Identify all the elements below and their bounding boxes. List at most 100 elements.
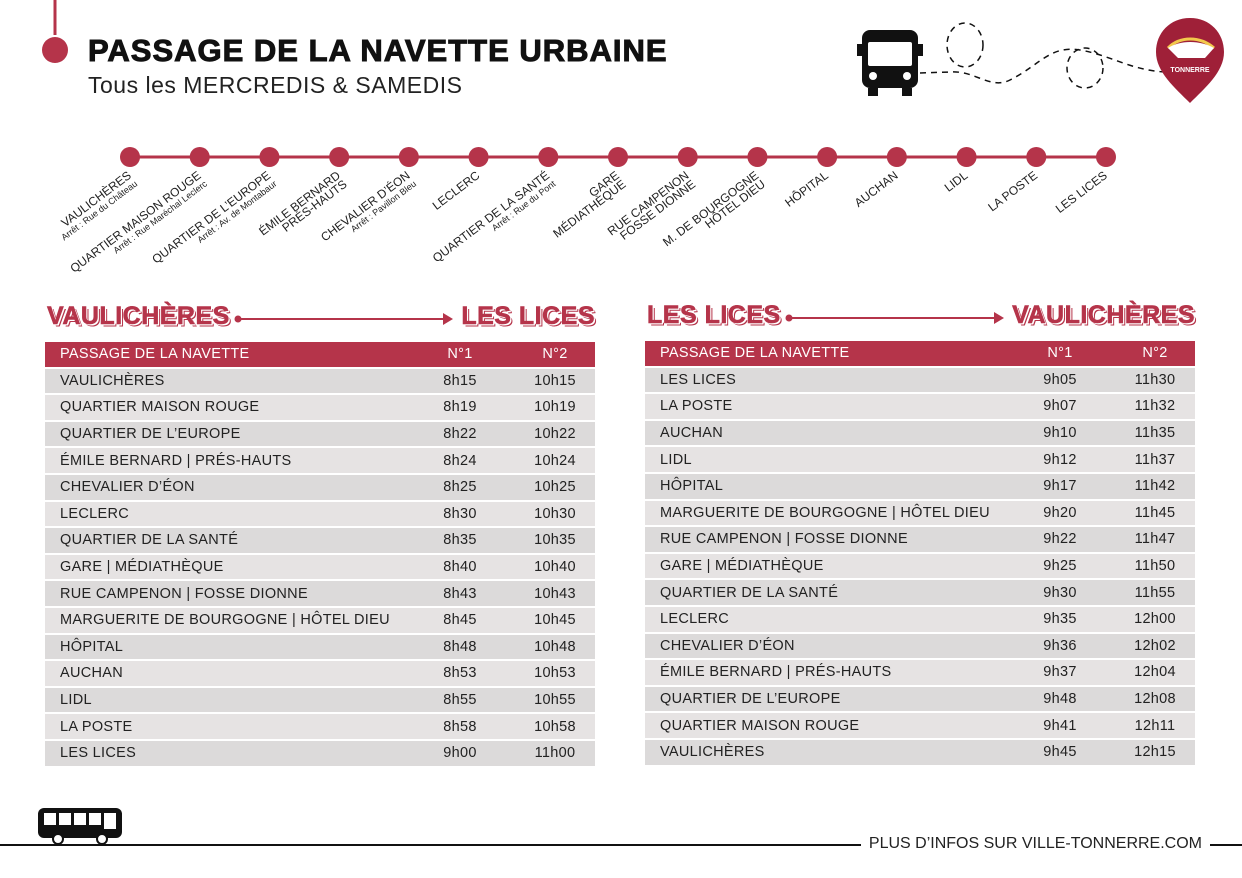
time-cell: 9h35 — [1043, 611, 1077, 628]
time-cell: 8h40 — [443, 559, 477, 576]
stop-name: QUARTIER DE LA SANTÉ — [429, 167, 552, 265]
table-row: LA POSTE 8h58 10h58 — [45, 714, 595, 739]
table-row: LECLERC 9h35 12h00 — [645, 606, 1195, 632]
time-cell: 10h40 — [534, 559, 576, 576]
time-cell: 11h32 — [1134, 398, 1176, 415]
route-path — [919, 48, 1166, 84]
time-cell: 10h19 — [534, 399, 576, 416]
time-cell: 8h15 — [443, 372, 477, 389]
bus-icon — [857, 30, 923, 96]
stop-cell: VAULICHÈRES — [660, 744, 765, 761]
time-cell: 8h43 — [443, 585, 477, 602]
table-row: MARGUERITE DE BOURGOGNE | HÔTEL DIEU 8h45… — [45, 607, 595, 633]
stop-dot — [538, 147, 559, 167]
time-cell: 11h42 — [1134, 478, 1176, 495]
stop-cell: QUARTIER MAISON ROUGE — [60, 399, 260, 416]
stop-cell: ÉMILE BERNARD | PRÉS-HAUTS — [660, 664, 892, 681]
table-row: QUARTIER DE LA SANTÉ 8h35 10h35 — [45, 528, 595, 553]
stop-dot — [1096, 147, 1116, 167]
stop-name: LECLERC — [430, 168, 483, 213]
time-cell: 12h15 — [1134, 744, 1176, 761]
stop-dot — [1026, 147, 1047, 167]
direction-arrow — [234, 313, 453, 325]
stop-dot — [677, 147, 698, 167]
time-cell: 9h10 — [1043, 425, 1077, 442]
stop-cell: LES LICES — [660, 371, 737, 388]
stop-cell: CHEVALIER D’ÉON — [660, 637, 795, 654]
header-cell: PASSAGE DE LA NAVETTE — [60, 346, 250, 363]
stop-label: LES LICES — [1053, 168, 1110, 216]
time-cell: 9h37 — [1043, 664, 1077, 681]
time-cell: 8h53 — [443, 665, 477, 682]
table-row: ÉMILE BERNARD | PRÉS-HAUTS 9h37 12h04 — [645, 660, 1195, 685]
time-cell: 9h25 — [1043, 558, 1077, 575]
stop-cell: AUCHAN — [60, 665, 124, 682]
stop-cell: ÉMILE BERNARD | PRÉS-HAUTS — [60, 452, 292, 469]
time-cell: 9h45 — [1043, 744, 1077, 761]
time-cell: 9h17 — [1043, 478, 1077, 495]
stop-cell: MARGUERITE DE BOURGOGNE | HÔTEL DIEU — [660, 504, 990, 521]
stop-label: LA POSTE — [985, 168, 1040, 214]
time-cell: 11h37 — [1134, 451, 1176, 468]
stop-cell: QUARTIER MAISON ROUGE — [660, 717, 860, 734]
table-row: AUCHAN 8h53 10h53 — [45, 661, 595, 686]
stop-cell: CHEVALIER D’ÉON — [60, 479, 195, 496]
direction-arrow — [785, 312, 1004, 324]
header-cell: N°1 — [1047, 345, 1073, 362]
stop-dot — [608, 147, 628, 167]
stop-dot — [120, 147, 140, 167]
table-row: LES LICES 9h05 11h30 — [645, 367, 1195, 393]
table-row: HÔPITAL 8h48 10h48 — [45, 634, 595, 660]
time-cell: 9h30 — [1043, 584, 1077, 601]
logo-pin: TONNERRE — [1156, 18, 1224, 103]
stop-name: AUCHAN — [852, 168, 901, 210]
stop-name: HÔPITAL — [782, 167, 832, 210]
route-loop — [1066, 47, 1104, 89]
time-cell: 10h24 — [534, 452, 576, 469]
stop-cell: RUE CAMPENON | FOSSE DIONNE — [660, 531, 908, 548]
time-cell: 8h30 — [443, 505, 477, 522]
time-cell: 9h05 — [1043, 371, 1077, 388]
table-row: GARE | MÉDIATHÈQUE 8h40 10h40 — [45, 554, 595, 580]
table-row: RUE CAMPENON | FOSSE DIONNE 9h22 11h47 — [645, 527, 1195, 552]
table-row: LA POSTE 9h07 11h32 — [645, 394, 1195, 419]
table-row: MARGUERITE DE BOURGOGNE | HÔTEL DIEU 9h20… — [645, 500, 1195, 526]
stop-cell: LIDL — [660, 451, 692, 468]
time-cell: 8h55 — [443, 692, 477, 709]
time-cell: 11h00 — [534, 745, 576, 762]
time-cell: 9h36 — [1043, 637, 1077, 654]
table-row: QUARTIER MAISON ROUGE 9h41 12h11 — [645, 713, 1195, 738]
stop-cell: LIDL — [60, 692, 92, 709]
stop-cell: MARGUERITE DE BOURGOGNE | HÔTEL DIEU — [60, 612, 390, 629]
time-cell: 8h35 — [443, 532, 477, 549]
time-cell: 11h55 — [1134, 584, 1176, 601]
table-row: RUE CAMPENON | FOSSE DIONNE 8h43 10h43 — [45, 581, 595, 606]
time-cell: 9h00 — [443, 745, 477, 762]
timetable: PASSAGE DE LA NAVETTE N°1 N°2 VAULICHÈRES 8h… — [45, 342, 595, 768]
stop-dot — [956, 147, 977, 167]
time-cell: 8h25 — [443, 479, 477, 496]
table-row: CHEVALIER D’ÉON 8h25 10h25 — [45, 474, 595, 500]
time-cell: 8h22 — [443, 426, 477, 443]
table-row: LIDL 9h12 11h37 — [645, 447, 1195, 472]
time-cell: 11h50 — [1134, 558, 1176, 575]
stop-dot — [189, 147, 210, 167]
table-row: QUARTIER DE L’EUROPE 9h48 12h08 — [645, 686, 1195, 712]
stop-cell: HÔPITAL — [60, 638, 124, 655]
direction-heading: LES LICES VAULICHÈRES — [645, 301, 1195, 335]
time-cell: 8h19 — [443, 399, 477, 416]
stop-name: LIDL — [942, 168, 971, 195]
time-cell: 9h07 — [1043, 398, 1077, 415]
footer-link[interactable]: PLUS D’INFOS SUR VILLE-TONNERRE.COM — [860, 835, 1210, 853]
stop-cell: GARE | MÉDIATHÈQUE — [60, 559, 224, 576]
stop-dot — [747, 147, 768, 167]
time-cell: 11h35 — [1134, 425, 1176, 442]
direction-heading: VAULICHÈRES LES LICES — [45, 302, 595, 336]
table-row: GARE | MÉDIATHÈQUE 9h25 11h50 — [645, 553, 1195, 579]
table-header: PASSAGE DE LA NAVETTE N°1 N°2 — [645, 341, 1195, 366]
time-cell: 10h22 — [534, 426, 576, 443]
stop-cell: QUARTIER DE L’EUROPE — [60, 426, 241, 443]
